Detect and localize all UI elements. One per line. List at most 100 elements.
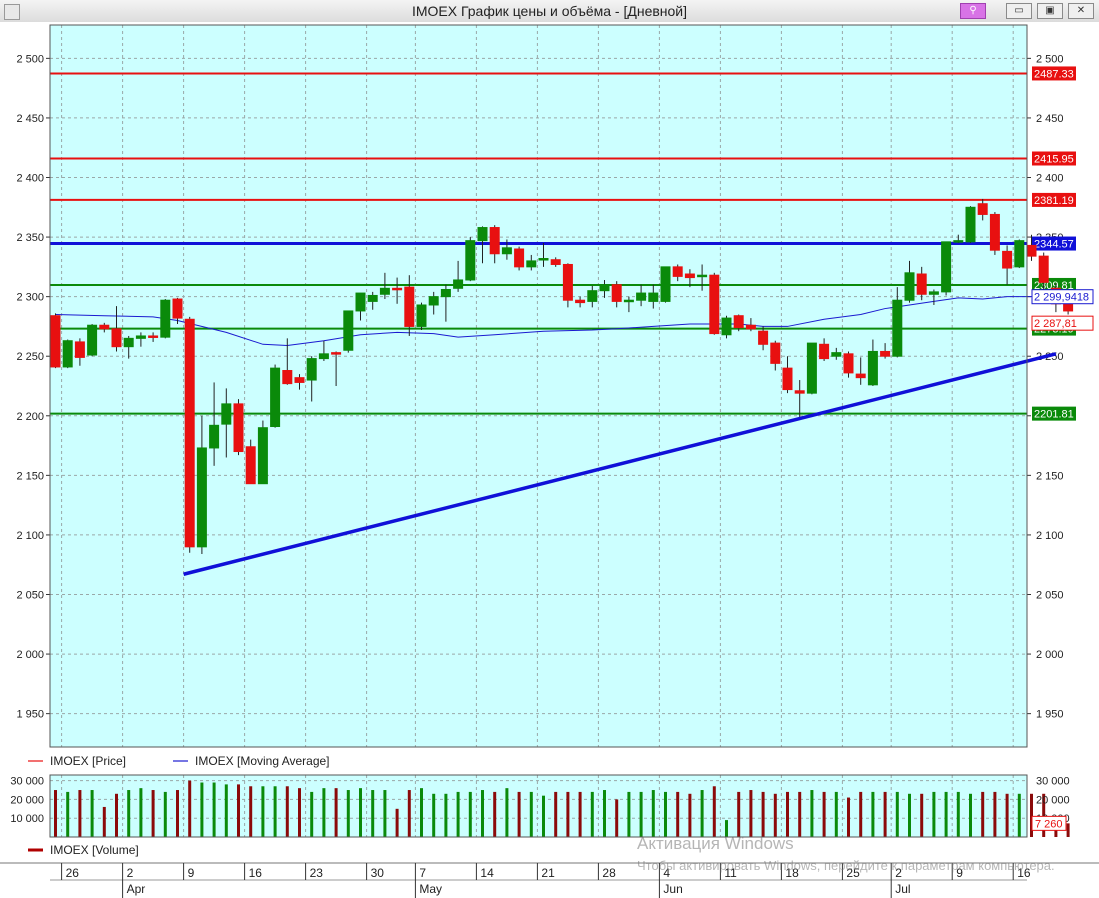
volume-bars xyxy=(54,780,1070,837)
volume-tick-label: 30 000 xyxy=(1036,776,1070,788)
price-legend: IMOEX [Price] IMOEX [Moving Average] xyxy=(28,754,330,768)
month-label: Apr xyxy=(127,882,146,896)
candle-body xyxy=(172,298,183,319)
price-tick-label: 2 250 xyxy=(16,351,44,363)
close-button[interactable]: ✕ xyxy=(1068,3,1094,19)
candle-body xyxy=(306,358,317,381)
price-tick-label: 2 450 xyxy=(16,113,44,125)
date-tick-label: 26 xyxy=(66,866,80,880)
price-tick-label: 2 400 xyxy=(16,173,44,185)
candle-body xyxy=(416,304,427,327)
date-tick-label: 25 xyxy=(846,866,860,880)
candle-body xyxy=(855,373,866,379)
level-badge xyxy=(1032,236,1076,251)
app-icon xyxy=(4,4,20,20)
candle-body xyxy=(843,353,854,374)
date-tick-label: 30 xyxy=(371,866,385,880)
candle-body xyxy=(794,390,805,394)
level-badge xyxy=(1032,151,1076,166)
month-label: May xyxy=(419,882,442,896)
price-tick-label: 2 500 xyxy=(16,53,44,65)
candle-body xyxy=(941,241,952,293)
candle-body xyxy=(135,335,146,339)
candle-body xyxy=(245,446,256,485)
candle-body xyxy=(550,259,561,265)
volume-last-label: 7 260 xyxy=(1035,818,1063,830)
candle-body xyxy=(355,292,366,312)
price-tick-label: 2 000 xyxy=(1036,649,1064,661)
price-labels: 2 299,9418 2 287,81 xyxy=(1031,289,1094,331)
price-tick-label: 2 350 xyxy=(16,232,44,244)
price-tick-label: 2 450 xyxy=(1036,113,1064,125)
volume-legend: IMOEX [Volume] xyxy=(28,843,139,857)
candle-body xyxy=(282,370,293,385)
trend-line-group[interactable] xyxy=(183,352,1057,576)
price-tick-label: 2 100 xyxy=(16,530,44,542)
candle-body xyxy=(489,227,500,255)
restore-button[interactable]: ▣ xyxy=(1037,3,1063,19)
candle-body xyxy=(1002,250,1013,269)
candle-body xyxy=(697,274,708,278)
candle-body xyxy=(257,427,268,485)
price-y-axis-left: 1 950 2 000 2 050 2 100 2 150 2 200 2 250 2 300… xyxy=(16,53,50,721)
price-tick-label: 1 950 xyxy=(1036,709,1064,721)
candle-body xyxy=(733,315,744,329)
date-tick-label: 14 xyxy=(480,866,494,880)
candle-body xyxy=(209,424,220,449)
candle-body xyxy=(1026,244,1037,257)
price-label-box xyxy=(1031,289,1094,305)
candle-body xyxy=(611,284,622,302)
price-tick-label: 2 250 xyxy=(1036,351,1064,363)
level-badge xyxy=(1032,66,1076,81)
legend-label: IMOEX [Price] xyxy=(50,754,126,768)
candle-body xyxy=(867,350,878,386)
candle-body xyxy=(745,324,756,330)
date-tick-label: 9 xyxy=(188,866,195,880)
price-label-box xyxy=(1031,315,1094,331)
date-tick-label: 2 xyxy=(127,866,134,880)
volume-plot-border xyxy=(49,774,1028,838)
candle-body xyxy=(74,341,85,358)
candle-body xyxy=(721,317,732,336)
date-tick-label: 23 xyxy=(310,866,324,880)
candle-body xyxy=(599,284,610,292)
link-button[interactable]: ⚲ xyxy=(960,3,986,19)
candle-body xyxy=(892,299,903,357)
candle-body xyxy=(672,266,683,277)
level-label: 2415.95 xyxy=(1034,153,1074,165)
candle-body xyxy=(343,310,354,351)
candle-body xyxy=(367,294,378,302)
candle-body xyxy=(623,299,634,303)
volume-tick-label: 30 000 xyxy=(10,776,44,788)
price-volume-chart[interactable]: 1 950 2 000 2 050 2 100 2 150 2 200 2 250 2 300… xyxy=(0,22,1099,898)
volume-plot-area[interactable] xyxy=(50,775,1027,837)
candle-body xyxy=(782,367,793,391)
candle-body xyxy=(514,248,525,268)
candle-body xyxy=(1038,255,1049,283)
level-badge xyxy=(1032,406,1076,421)
candle-body xyxy=(684,273,695,279)
candle-body xyxy=(465,240,476,281)
candle-body xyxy=(538,258,549,261)
candle-body xyxy=(709,274,720,335)
minimize-button[interactable]: ▭ xyxy=(1006,3,1032,19)
candle-body xyxy=(99,324,110,330)
candle-body xyxy=(379,287,390,295)
trend-line xyxy=(183,352,1057,576)
price-plot-area[interactable] xyxy=(50,25,1027,747)
date-tick-label: 16 xyxy=(1017,866,1031,880)
date-tick-label: 11 xyxy=(724,866,737,880)
candle-body xyxy=(392,287,403,291)
date-tick-label: 7 xyxy=(419,866,426,880)
price-tick-label: 2 150 xyxy=(16,470,44,482)
candle-body xyxy=(331,352,342,355)
candle-body xyxy=(989,213,1000,251)
candle-body xyxy=(636,292,647,301)
month-label: Jun xyxy=(663,882,682,896)
candle-body xyxy=(806,342,817,394)
level-badge xyxy=(1032,192,1076,207)
candle-body xyxy=(123,337,134,348)
candle-body xyxy=(916,273,927,295)
price-label: 2 287,81 xyxy=(1034,318,1077,330)
